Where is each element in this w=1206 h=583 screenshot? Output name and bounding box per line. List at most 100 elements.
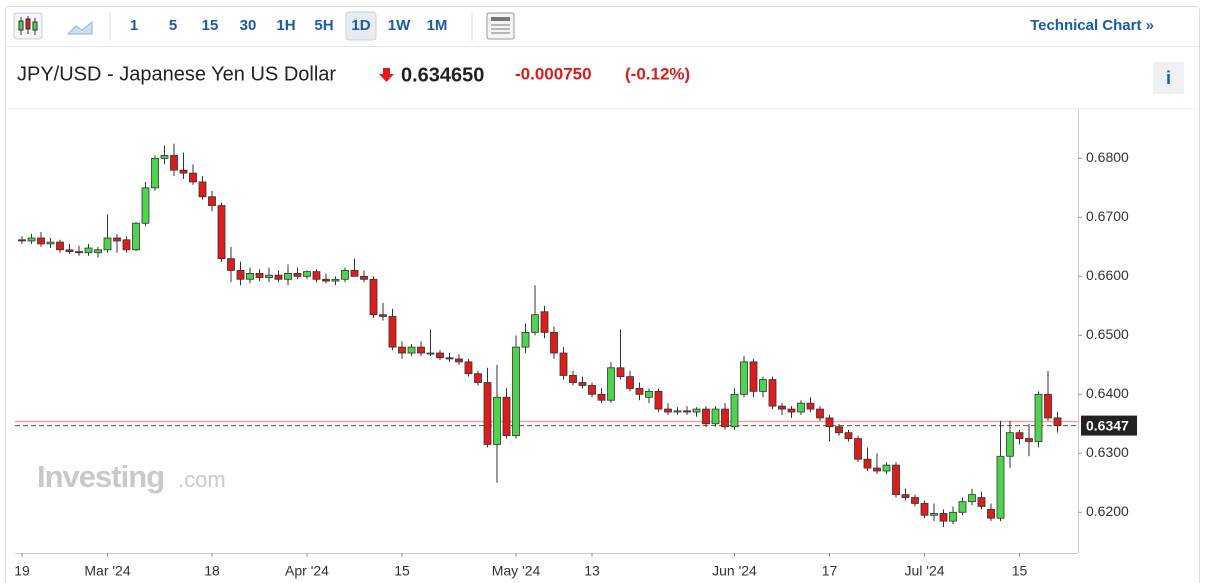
- quote-change: -0.000750: [515, 64, 592, 83]
- candle-body: [255, 272, 264, 278]
- candle-body: [303, 271, 311, 277]
- candle-body: [312, 271, 321, 280]
- candle-body: [483, 382, 492, 445]
- interval-button[interactable]: 5H: [314, 17, 333, 34]
- candle-body: [1053, 417, 1062, 426]
- candle-body: [854, 438, 862, 460]
- candle-body: [217, 205, 226, 260]
- candle-body: [417, 346, 425, 354]
- y-tick-label: 0.6400: [1086, 385, 1129, 401]
- candle-body: [407, 346, 416, 354]
- candle-body: [996, 455, 1005, 519]
- candle-body: [711, 408, 720, 425]
- candle-body: [977, 497, 986, 507]
- interval-button[interactable]: 1: [130, 17, 138, 34]
- candle-body: [189, 172, 197, 183]
- candle-body: [246, 272, 254, 280]
- candle-body: [882, 464, 891, 472]
- info-icon[interactable]: i: [1166, 68, 1171, 88]
- candle-body: [398, 346, 406, 354]
- candle-body: [778, 405, 786, 410]
- watermark-suffix: .com: [178, 467, 226, 492]
- candle-body: [635, 388, 644, 395]
- widget-frame: [5, 6, 1200, 583]
- candle-body: [863, 458, 872, 469]
- candle-body: [569, 375, 577, 383]
- candle-body: [1015, 432, 1024, 439]
- candle-body: [958, 501, 967, 513]
- candle-body: [208, 196, 216, 206]
- candle-body: [37, 237, 45, 245]
- candle-body: [835, 426, 843, 434]
- candle-body: [550, 331, 558, 354]
- candle-body: [179, 169, 188, 174]
- candle-body: [274, 274, 283, 280]
- interval-button[interactable]: 30: [240, 17, 257, 34]
- technical-chart-link[interactable]: Technical Chart »: [1030, 17, 1154, 34]
- candle-body: [825, 417, 834, 428]
- candle-body: [331, 278, 340, 282]
- candle-body: [18, 239, 26, 242]
- x-tick-label: Apr '24: [285, 563, 329, 579]
- candle-body: [198, 181, 207, 198]
- candle-body: [521, 331, 530, 348]
- candle-body: [654, 390, 663, 410]
- candle-body: [759, 379, 767, 392]
- info-button[interactable]: [1153, 62, 1184, 94]
- x-tick-label: Jun '24: [712, 563, 757, 579]
- candle-body: [559, 352, 568, 376]
- candle-icon[interactable]: [13, 12, 43, 40]
- candle-body: [597, 393, 606, 401]
- candle-body: [512, 346, 520, 437]
- x-tick-label: Jul '24: [904, 563, 944, 579]
- candle-body: [75, 251, 83, 254]
- candle-body: [645, 390, 653, 398]
- candle-body: [84, 247, 93, 254]
- candle-body: [702, 408, 710, 425]
- candle-body: [787, 408, 796, 413]
- candle-body: [901, 494, 910, 498]
- interval-button[interactable]: 5: [169, 17, 177, 34]
- active-interval-bg[interactable]: [345, 11, 377, 41]
- candle-body: [322, 278, 330, 282]
- interval-button[interactable]: 15: [202, 17, 219, 34]
- candle-body: [892, 464, 900, 496]
- candle-body: [493, 396, 501, 445]
- icon-frame[interactable]: [486, 12, 515, 40]
- candle-body: [939, 513, 948, 522]
- candle-body: [369, 278, 378, 316]
- area-icon[interactable]: [66, 20, 93, 35]
- candle-body: [265, 274, 273, 278]
- last-price-tag: [1081, 415, 1137, 436]
- candle-body: [730, 393, 739, 428]
- candle-body: [436, 352, 444, 359]
- plot: 0.6200 0.6300 0.6400 0.6500 0.6600 0.6700 0.68…: [14, 110, 1137, 579]
- candle-body: [816, 408, 824, 419]
- quote-price: 0.634650: [401, 64, 484, 86]
- candle-body: [626, 376, 634, 389]
- candle-body: [1044, 393, 1052, 419]
- candle-body: [56, 241, 64, 251]
- interval-button[interactable]: 1M: [427, 17, 448, 34]
- candle-body: [920, 503, 929, 516]
- interval-button[interactable]: 1D: [351, 17, 370, 34]
- candle-body: [293, 272, 302, 277]
- candle-body: [749, 361, 758, 392]
- layout-icon[interactable]: [486, 12, 515, 40]
- y-tick-label: 0.6200: [1086, 503, 1129, 519]
- interval-button[interactable]: 1H: [276, 17, 295, 34]
- candle-body: [683, 410, 691, 413]
- x-tick-label: 15: [1012, 563, 1028, 579]
- candle-body: [768, 379, 777, 407]
- interval-buttons: 1 5 15 30 1H 5H 1D 1W 1M: [130, 11, 448, 41]
- candle-body: [1025, 438, 1033, 442]
- candle-body: [284, 272, 292, 280]
- interval-button[interactable]: 1W: [388, 17, 411, 34]
- candle-body: [1034, 393, 1043, 442]
- candle-body: [692, 408, 701, 413]
- candle-body: [65, 249, 74, 252]
- candle-body: [426, 352, 435, 355]
- candle-body: [616, 367, 625, 378]
- candle-body: [160, 155, 169, 159]
